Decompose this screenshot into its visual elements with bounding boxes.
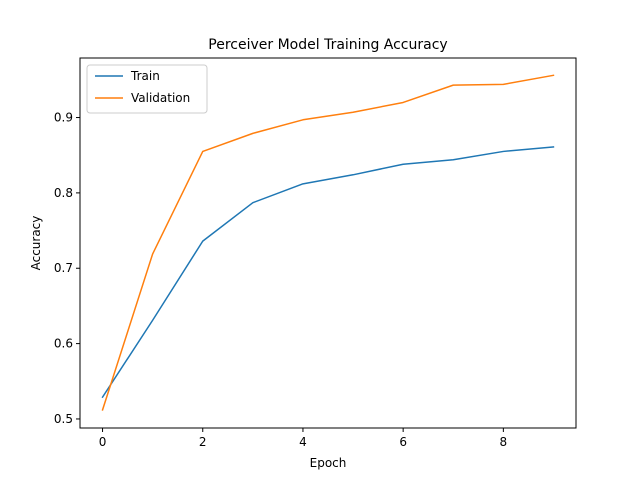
x-axis-label: Epoch: [310, 456, 347, 470]
legend-label-train: Train: [130, 69, 160, 83]
y-tick-label: 0.7: [54, 261, 73, 275]
x-axis-ticks: 0 2 4 6 8: [99, 428, 507, 449]
legend: Train Validation: [86, 64, 208, 114]
x-tick-label: 2: [199, 435, 207, 449]
y-tick-label: 0.9: [54, 111, 73, 125]
x-tick-label: 4: [299, 435, 307, 449]
y-tick-label: 0.6: [54, 337, 73, 351]
plot-frame: [79, 57, 577, 429]
x-tick-label: 0: [99, 435, 107, 449]
plot-area: 0 2 4 6 8 0.5 0.6 0.7 0.8 0.9: [54, 57, 577, 449]
x-tick-label: 8: [500, 435, 508, 449]
series-line-train: [101, 146, 555, 399]
y-axis-label: Accuracy: [29, 216, 43, 271]
y-tick-label: 0.8: [54, 186, 73, 200]
series-lines: [101, 74, 555, 411]
legend-label-validation: Validation: [131, 91, 190, 105]
series-line-validation: [101, 74, 555, 411]
y-tick-label: 0.5: [54, 412, 73, 426]
chart-title: Perceiver Model Training Accuracy: [208, 37, 447, 53]
x-tick-label: 6: [399, 435, 407, 449]
y-axis-ticks: 0.5 0.6 0.7 0.8 0.9: [54, 111, 80, 426]
legend-box: [86, 64, 208, 114]
